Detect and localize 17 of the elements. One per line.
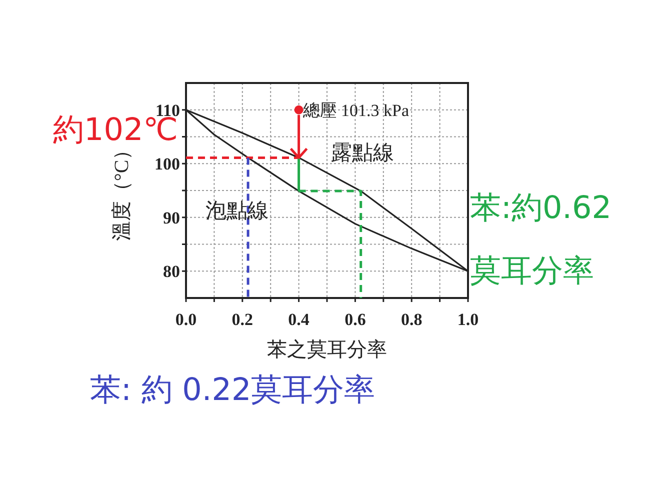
annotation: 總壓 101.3 kPa	[302, 100, 410, 120]
annotation: 泡點線	[206, 198, 269, 222]
y-tick-label: 90	[163, 208, 180, 228]
x-tick-label: 0.2	[232, 310, 254, 329]
text: 莫耳分率	[470, 253, 594, 289]
x-tick-label: 1.0	[457, 310, 479, 329]
x-tick-label: 0.0	[175, 310, 197, 329]
x-axis-title: 苯之莫耳分率	[267, 339, 387, 361]
text: 苯:約0.62	[470, 190, 612, 226]
x-tick-label: 0.6	[344, 310, 366, 329]
x-tick-label: 0.4	[288, 310, 310, 329]
annotation: 露點線	[330, 140, 394, 165]
y-tick-label: 100	[154, 154, 180, 174]
y-tick-label: 80	[163, 262, 180, 282]
y-axis-title: 溫度（°C）	[111, 140, 133, 242]
x-tick-label: 0.8	[400, 310, 422, 329]
text: 苯: 約 0.22莫耳分率	[90, 372, 376, 408]
